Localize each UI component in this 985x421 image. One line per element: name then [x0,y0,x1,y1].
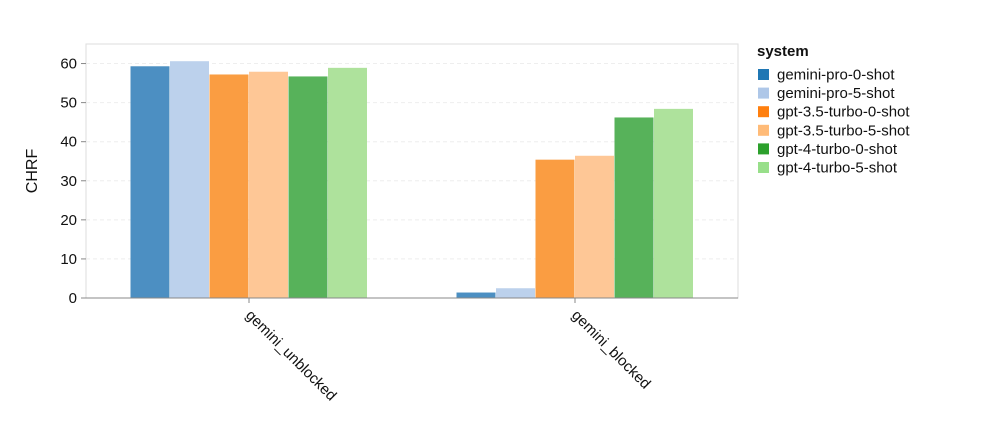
bar-gpt-4-turbo-0-shot-gemini_unblocked [288,76,328,299]
bar-gpt-4-turbo-5-shot-gemini_blocked [654,108,693,298]
y-tick-label: 60 [60,56,77,73]
bar-gpt-3.5-turbo-0-shot-gemini_blocked [535,159,575,298]
bar-gpt-4-turbo-0-shot-gemini_blocked [614,117,654,298]
legend-label: gpt-3.5-turbo-5-shot [777,122,910,139]
y-tick-label: 30 [60,173,77,190]
y-tick-label: 50 [60,95,77,112]
legend-label: gpt-4-turbo-0-shot [777,141,898,158]
x-tick-label: gemini_unblocked [242,307,340,405]
y-tick-label: 10 [60,251,77,268]
bar-gemini-pro-0-shot-gemini_unblocked [130,66,170,298]
y-axis-title: CHRF [24,149,41,194]
legend-title: system [757,43,809,60]
y-tick-label: 40 [60,134,77,151]
legend-label: gpt-3.5-turbo-0-shot [777,104,910,121]
legend-swatch [758,124,769,136]
bar-gpt-3.5-turbo-0-shot-gemini_unblocked [209,74,249,298]
bar-gpt-4-turbo-5-shot-gemini_unblocked [328,67,367,299]
y-axis: 0 10 20 30 40 50 60 [60,56,86,307]
legend-swatch [758,106,769,118]
legend-swatch [758,143,769,155]
legend-label: gemini-pro-5-shot [777,85,895,102]
y-tick-label: 0 [69,290,77,307]
y-tick-label: 20 [60,212,77,229]
bar-gemini-pro-5-shot-gemini_blocked [496,288,535,298]
bar-gemini-pro-0-shot-gemini_blocked [456,292,496,298]
legend-swatch [758,162,769,173]
legend: system gemini-pro-0-shotgemini-pro-5-sho… [757,43,910,177]
legend-swatch [758,87,769,99]
legend-label: gemini-pro-0-shot [777,67,895,84]
x-tick-label: gemini_blocked [568,307,654,393]
bars [130,61,693,299]
bar-gpt-3.5-turbo-5-shot-gemini_blocked [575,155,614,298]
x-axis: gemini_unblocked gemini_blocked [242,298,654,404]
bar-gpt-3.5-turbo-5-shot-gemini_unblocked [249,71,288,298]
legend-label: gpt-4-turbo-5-shot [777,160,898,177]
legend-swatch [758,69,769,80]
bar-gemini-pro-5-shot-gemini_unblocked [170,61,209,298]
